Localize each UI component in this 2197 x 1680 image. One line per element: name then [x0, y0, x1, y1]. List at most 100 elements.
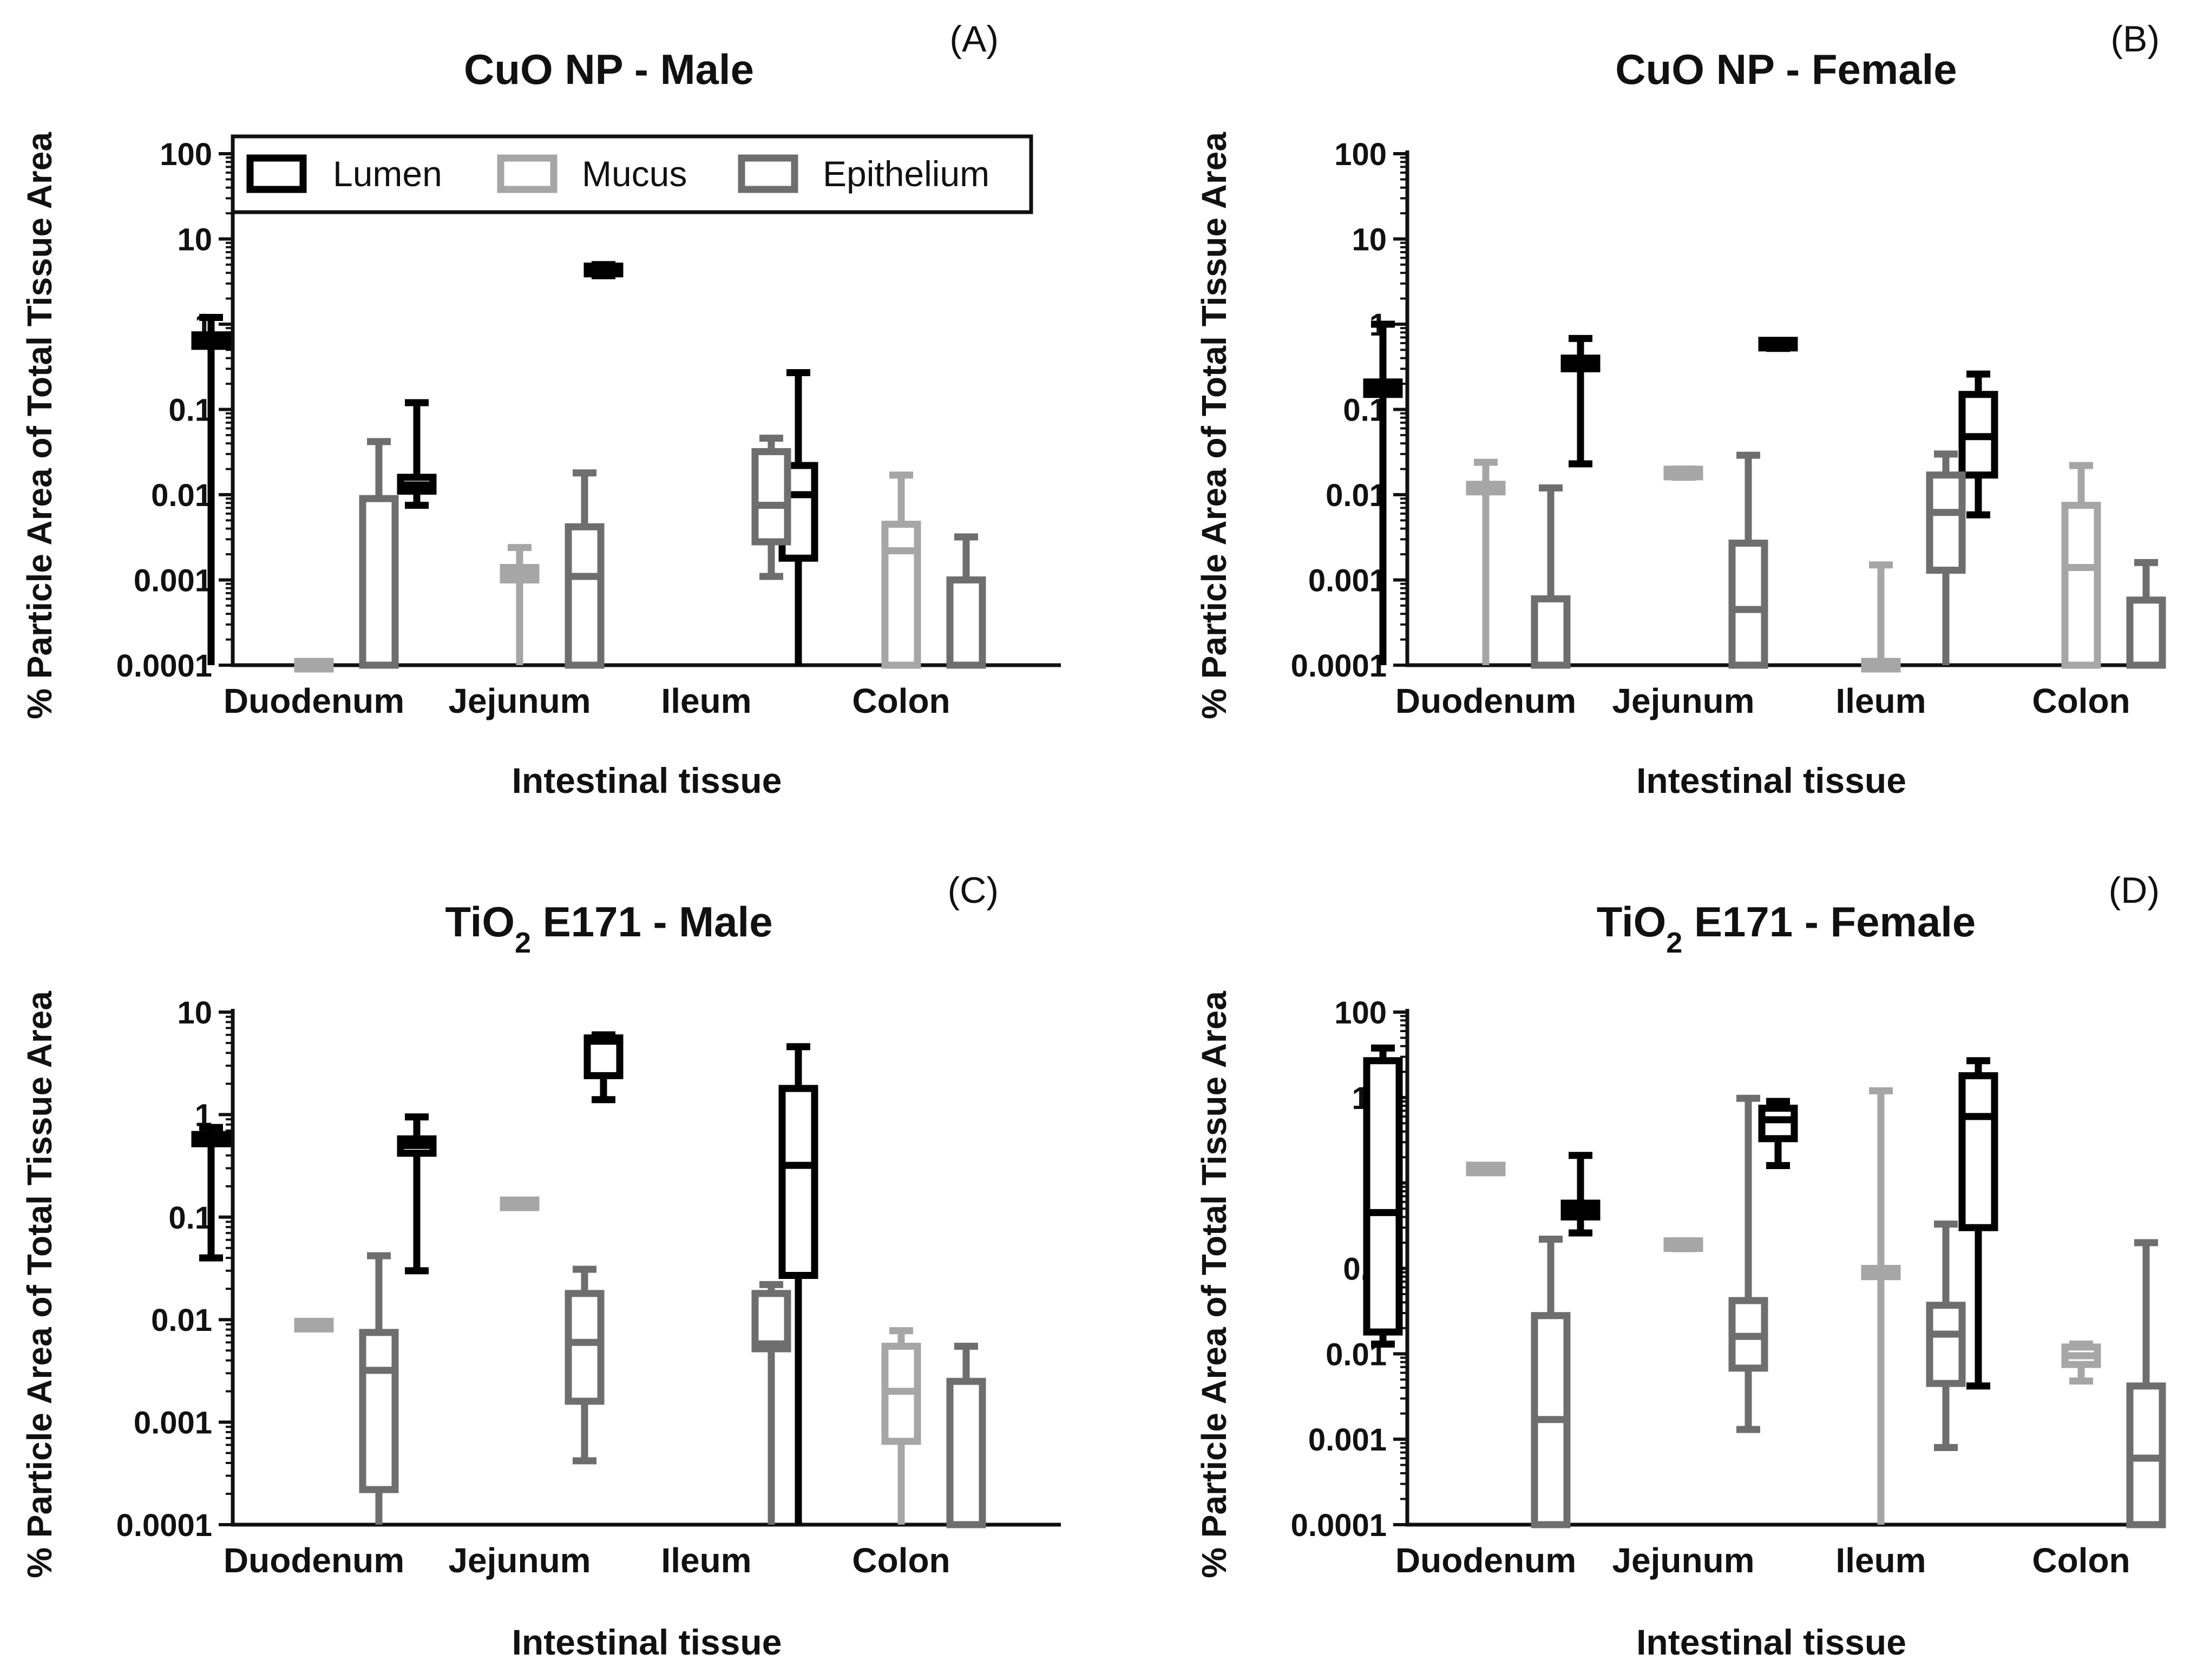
x-tick-label-colon: Colon [852, 681, 950, 720]
box-epithelium-ileum [1926, 1220, 1966, 1451]
box-lumen-duodenum [1363, 320, 1403, 665]
box-mucus-duodenum [1466, 458, 1506, 665]
y-tick-label: 0.01 [151, 478, 212, 513]
box-mucus-colon [881, 471, 921, 669]
x-tick-label-colon: Colon [2032, 681, 2130, 720]
box-epithelium-duodenum [1531, 1235, 1571, 1528]
box-epithelium-colon [946, 1342, 986, 1528]
panel-2: (B) CuO NP - Female % Particle Area of Tot… [1195, 18, 2166, 800]
box-epithelium-colon [2126, 1239, 2166, 1528]
box-epithelium-duodenum [359, 1252, 399, 1525]
box-mucus-jejunum [500, 544, 540, 665]
y-tick-label: 0.001 [1308, 1422, 1387, 1458]
x-tick-label-colon: Colon [2032, 1541, 2130, 1580]
box-iqr [751, 1290, 791, 1353]
box-iqr [2126, 596, 2166, 669]
box-lumen-ileum [1758, 1098, 1798, 1169]
y-tick-label: 100 [1334, 995, 1387, 1031]
box-lumen-jejunum [397, 399, 437, 509]
y-tick-label: 100 [160, 137, 212, 172]
box-iqr [359, 495, 399, 669]
chart-title: CuO NP - Female [1615, 45, 1957, 93]
y-axis-label: % Particle Area of Total Tissue Area [1195, 991, 1234, 1578]
box-mucus-jejunum [1663, 1237, 1703, 1252]
legend-label-lumen: Lumen [333, 154, 442, 194]
box-lumen-ileum [1758, 337, 1798, 352]
legend-swatch-lumen [246, 154, 307, 193]
box-iqr [946, 1377, 986, 1528]
box-iqr [751, 448, 791, 546]
y-tick-label: 10 [177, 222, 212, 258]
box-mucus-colon [2061, 462, 2101, 669]
box-lumen-ileum [583, 261, 624, 280]
panel-label: (D) [2109, 870, 2160, 911]
box-epithelium-duodenum [1531, 484, 1571, 669]
box-epithelium-jejunum [1728, 1094, 1768, 1433]
box-lumen-duodenum [1363, 1044, 1403, 1348]
y-tick-label: 0.001 [1308, 563, 1387, 599]
box-iqr [946, 576, 986, 669]
box-mucus-duodenum [1466, 1161, 1506, 1177]
legend: Lumen Mucus Epithelium [231, 134, 1033, 214]
box-iqr [1531, 595, 1571, 669]
box-mucus-jejunum [1663, 465, 1703, 481]
y-tick-label: 0.1 [168, 1200, 212, 1236]
y-axis-label: % Particle Area of Total Tissue Area [20, 991, 59, 1578]
box-lumen-colon [778, 1043, 818, 1525]
y-tick-label: 0.01 [151, 1303, 212, 1338]
box-lumen-duodenum [191, 314, 231, 665]
legend-frame [231, 134, 1033, 214]
box-mucus-colon [881, 1327, 921, 1525]
box-lumen-jejunum [397, 1113, 437, 1275]
box-lumen-colon [1958, 370, 1998, 519]
legend-label-epithelium: Epithelium [823, 154, 989, 194]
box-lumen-duodenum [191, 1124, 231, 1262]
y-axis-label: % Particle Area of Total Tissue Area [1195, 132, 1234, 719]
x-tick-label-jejunum: Jejunum [1612, 1541, 1754, 1580]
box-epithelium-colon [946, 533, 986, 669]
box-epithelium-ileum [751, 1281, 791, 1525]
y-tick-label: 0.0001 [116, 1508, 212, 1543]
box-iqr [359, 1329, 399, 1493]
box-epithelium-jejunum [1728, 451, 1768, 669]
chart-title: CuO NP - Male [464, 45, 754, 93]
x-tick-label-ileum: Ileum [661, 681, 751, 720]
legend-swatch-epithelium [738, 154, 798, 193]
y-tick-label: 10 [177, 995, 212, 1031]
box-iqr [565, 523, 605, 669]
x-axis-label: Intestinal tissue [1636, 760, 1906, 800]
x-tick-label-jejunum: Jejunum [1612, 681, 1754, 720]
y-tick-label: 100 [1334, 137, 1387, 172]
box-lumen-jejunum [1560, 1152, 1601, 1237]
y-tick-label: 10 [1352, 222, 1387, 258]
box-lumen-ileum [583, 1031, 624, 1104]
box-mucus-duodenum [294, 658, 334, 673]
panel-3: (C) TiO2 E171 - Male % Particle Area of To… [20, 870, 1061, 1662]
y-tick-label: 0.0001 [1291, 1508, 1387, 1543]
box-epithelium-ileum [751, 435, 791, 580]
panel-label: (A) [949, 18, 999, 60]
box-iqr [1926, 471, 1966, 574]
box-lumen-colon [1958, 1057, 1998, 1390]
y-tick-label: 0.0001 [116, 648, 212, 684]
x-axis-label: Intestinal tissue [1636, 1622, 1906, 1662]
x-axis-label: Intestinal tissue [512, 760, 782, 800]
box-iqr [1958, 1072, 1998, 1231]
legend-label-mucus: Mucus [582, 154, 687, 194]
box-epithelium-duodenum [359, 438, 399, 669]
box-epithelium-ileum [1926, 450, 1966, 665]
x-tick-label-ileum: Ileum [1835, 1541, 1926, 1580]
x-tick-label-duodenum: Duodenum [1395, 1541, 1576, 1580]
box-mucus-ileum [1861, 1087, 1901, 1525]
panel-label: (B) [2110, 18, 2160, 60]
panel-4: (D) TiO2 E171 - Female % Particle Area of … [1195, 870, 2166, 1662]
x-tick-label-duodenum: Duodenum [224, 1541, 404, 1580]
y-tick-label: 0.01 [1326, 478, 1387, 513]
legend-swatch-mucus [497, 154, 558, 193]
chart-title: TiO2 E171 - Female [1597, 898, 1976, 959]
box-epithelium-jejunum [565, 469, 605, 669]
box-iqr [1758, 1105, 1798, 1143]
x-tick-label-ileum: Ileum [1835, 681, 1926, 720]
